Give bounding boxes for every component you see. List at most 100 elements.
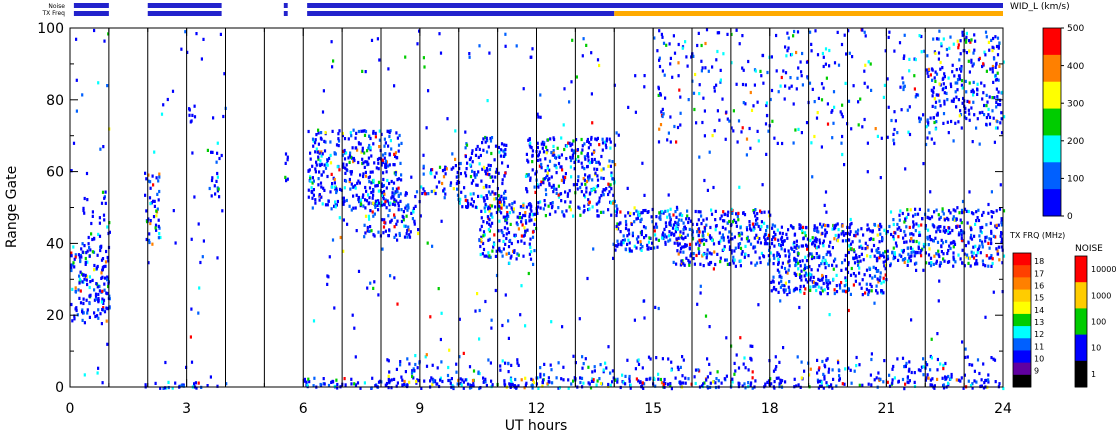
- echo-cell: [360, 129, 363, 133]
- echo-cell: [590, 379, 593, 383]
- echo-cell: [480, 179, 483, 183]
- echo-cell: [741, 82, 745, 87]
- echo-cell: [945, 91, 948, 95]
- echo-cell: [828, 250, 831, 254]
- echo-cell: [826, 102, 829, 106]
- echo-cell: [912, 225, 915, 229]
- echo-cell: [486, 196, 489, 200]
- x-tick-label: 24: [994, 401, 1012, 417]
- echo-cell: [936, 93, 939, 97]
- echo-cell: [918, 207, 921, 211]
- echo-cell: [361, 195, 364, 199]
- echo-cell: [958, 74, 961, 78]
- echo-cell: [615, 210, 618, 214]
- echo-cell: [719, 256, 722, 260]
- echo-cell: [165, 386, 168, 390]
- echo-cell: [529, 55, 532, 59]
- echo-cell: [329, 140, 332, 144]
- echo-cell: [696, 222, 699, 226]
- echo-cell: [753, 211, 756, 215]
- echo-cell: [394, 173, 397, 177]
- echo-cell: [902, 87, 905, 92]
- echo-cell: [436, 382, 439, 386]
- echo-cell: [368, 180, 371, 184]
- echo-cell: [815, 252, 818, 256]
- echo-cell: [817, 277, 820, 281]
- echo-cell: [990, 38, 993, 42]
- echo-cell: [490, 318, 493, 322]
- echo-cell: [320, 195, 323, 199]
- echo-cell: [687, 220, 690, 225]
- echo-cell: [862, 258, 865, 262]
- echo-cell: [658, 64, 662, 69]
- echo-cell: [382, 195, 385, 199]
- echo-cell: [956, 39, 959, 43]
- echo-cell: [683, 263, 686, 267]
- echo-cell: [808, 81, 812, 85]
- echo-cell: [560, 136, 563, 140]
- echo-cell: [472, 384, 475, 388]
- echo-cell: [854, 279, 857, 283]
- echo-cell: [390, 378, 393, 382]
- echo-cell: [572, 139, 575, 143]
- echo-cell: [158, 226, 161, 230]
- echo-cell: [592, 378, 595, 382]
- echo-cell: [666, 138, 669, 142]
- echo-cell: [997, 90, 1000, 94]
- echo-cell: [633, 220, 636, 224]
- echo-cell: [892, 218, 895, 222]
- echo-cell: [657, 238, 660, 242]
- echo-cell: [439, 376, 442, 380]
- echo-cell: [394, 154, 397, 158]
- echo-cell: [786, 49, 789, 53]
- echo-cell: [710, 212, 714, 216]
- echo-cell: [335, 190, 338, 195]
- echo-cell: [388, 134, 391, 139]
- echo-cell: [976, 358, 980, 362]
- echo-cell: [609, 164, 612, 168]
- echo-cell: [336, 382, 339, 387]
- echo-cell: [767, 233, 771, 237]
- echo-cell: [568, 205, 571, 209]
- echo-cell: [580, 151, 583, 155]
- echo-cell: [564, 172, 567, 176]
- echo-cell: [444, 192, 447, 196]
- echo-cell: [478, 162, 481, 166]
- echo-cell: [333, 181, 336, 185]
- echo-cell: [732, 255, 735, 259]
- echo-cell: [87, 242, 90, 246]
- echo-cell: [955, 68, 958, 72]
- echo-cell: [990, 231, 993, 235]
- echo-cell: [479, 153, 482, 158]
- echo-cell: [809, 238, 812, 242]
- echo-cell: [773, 224, 777, 228]
- echo-cell: [526, 174, 529, 178]
- echo-cell: [394, 203, 397, 207]
- echo-cell: [70, 263, 73, 267]
- echo-cell: [482, 247, 486, 252]
- echo-cell: [326, 174, 329, 179]
- echo-cell: [587, 208, 590, 212]
- echo-cell: [886, 230, 889, 234]
- echo-cell: [364, 70, 367, 74]
- echo-cell: [386, 358, 389, 362]
- echo-cell: [545, 175, 548, 179]
- echo-cell: [587, 155, 590, 159]
- echo-cell: [832, 121, 835, 125]
- echo-cell: [681, 245, 684, 249]
- echo-cell: [335, 189, 338, 193]
- echo-cell: [512, 210, 515, 214]
- echo-cell: [987, 113, 990, 117]
- echo-cell: [859, 259, 862, 263]
- echo-cell: [997, 223, 1000, 227]
- echo-cell: [858, 266, 861, 270]
- echo-cell: [333, 306, 336, 310]
- echo-cell: [741, 126, 744, 130]
- echo-cell: [415, 381, 418, 385]
- echo-cell: [533, 212, 536, 216]
- echo-cell: [586, 152, 589, 156]
- echo-cell: [733, 361, 736, 365]
- echo-cell: [903, 230, 906, 234]
- echo-cell: [389, 274, 392, 278]
